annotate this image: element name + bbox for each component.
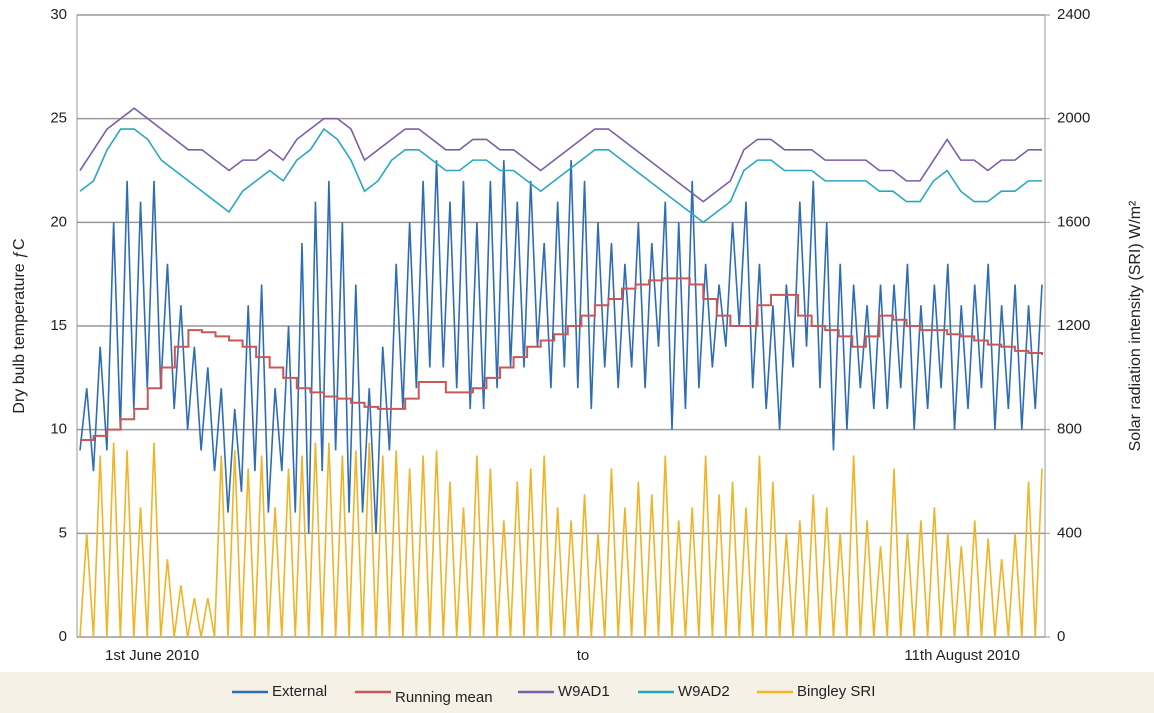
y2-tick-label: 2400	[1057, 6, 1090, 23]
y-tick-label: 20	[50, 213, 67, 230]
series-line	[79, 442, 1043, 638]
legend-label: External	[272, 683, 327, 700]
y-tick-label: 25	[50, 110, 67, 127]
legend-label: Bingley SRI	[797, 683, 875, 700]
y2-tick-label: 800	[1057, 421, 1082, 438]
x-axis-label: to	[577, 647, 590, 664]
y-tick-label: 10	[50, 421, 67, 438]
y-tick-label: 0	[59, 628, 67, 645]
legend-label: Running mean	[395, 689, 493, 706]
y2-tick-label: 400	[1057, 524, 1082, 541]
y2-axis-label: Solar radiation intensity (SRI) W/m²	[1127, 200, 1144, 451]
legend-band	[0, 672, 1154, 713]
series-line	[79, 160, 1043, 534]
series-line	[80, 277, 1043, 442]
x-axis-label: 11th August 2010	[904, 647, 1020, 664]
series-line	[79, 107, 1042, 203]
y2-tick-label: 1200	[1057, 317, 1090, 334]
legend-label: W9AD1	[558, 683, 610, 700]
y-tick-label: 15	[50, 317, 67, 334]
y-tick-label: 30	[50, 6, 67, 23]
x-axis-label: 1st June 2010	[105, 647, 199, 664]
y2-tick-label: 2000	[1057, 110, 1090, 127]
y2-tick-label: 0	[1057, 628, 1065, 645]
y-axis-label: Dry bulb temperature ƒC	[11, 238, 28, 413]
series-line	[79, 127, 1042, 224]
legend-label: W9AD2	[678, 683, 730, 700]
y2-tick-label: 1600	[1057, 213, 1090, 230]
y-tick-label: 5	[59, 524, 67, 541]
